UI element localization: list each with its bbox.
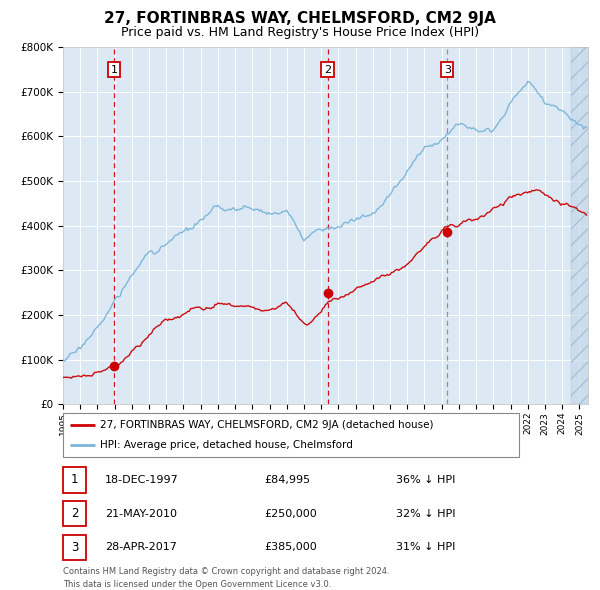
Text: 32% ↓ HPI: 32% ↓ HPI [396, 509, 455, 519]
FancyBboxPatch shape [63, 413, 519, 457]
Text: 36% ↓ HPI: 36% ↓ HPI [396, 475, 455, 485]
Text: 1: 1 [71, 473, 78, 487]
FancyBboxPatch shape [63, 501, 86, 526]
Text: £250,000: £250,000 [264, 509, 317, 519]
Text: HPI: Average price, detached house, Chelmsford: HPI: Average price, detached house, Chel… [100, 440, 353, 450]
Text: 27, FORTINBRAS WAY, CHELMSFORD, CM2 9JA: 27, FORTINBRAS WAY, CHELMSFORD, CM2 9JA [104, 11, 496, 25]
Text: 28-APR-2017: 28-APR-2017 [105, 542, 177, 552]
Text: Contains HM Land Registry data © Crown copyright and database right 2024.: Contains HM Land Registry data © Crown c… [63, 567, 389, 576]
Text: 3: 3 [443, 64, 451, 74]
Text: 2: 2 [324, 64, 331, 74]
Text: 21-MAY-2010: 21-MAY-2010 [105, 509, 177, 519]
Text: 31% ↓ HPI: 31% ↓ HPI [396, 542, 455, 552]
Text: This data is licensed under the Open Government Licence v3.0.: This data is licensed under the Open Gov… [63, 580, 331, 589]
FancyBboxPatch shape [63, 535, 86, 560]
Text: 3: 3 [71, 540, 78, 554]
Bar [571, 47, 596, 404]
Text: Price paid vs. HM Land Registry's House Price Index (HPI): Price paid vs. HM Land Registry's House … [121, 26, 479, 39]
Text: 1: 1 [110, 64, 118, 74]
Text: 2: 2 [71, 507, 78, 520]
Text: £385,000: £385,000 [264, 542, 317, 552]
Text: 27, FORTINBRAS WAY, CHELMSFORD, CM2 9JA (detached house): 27, FORTINBRAS WAY, CHELMSFORD, CM2 9JA … [100, 420, 434, 430]
FancyBboxPatch shape [63, 467, 86, 493]
Text: £84,995: £84,995 [264, 475, 310, 485]
Text: 18-DEC-1997: 18-DEC-1997 [105, 475, 179, 485]
